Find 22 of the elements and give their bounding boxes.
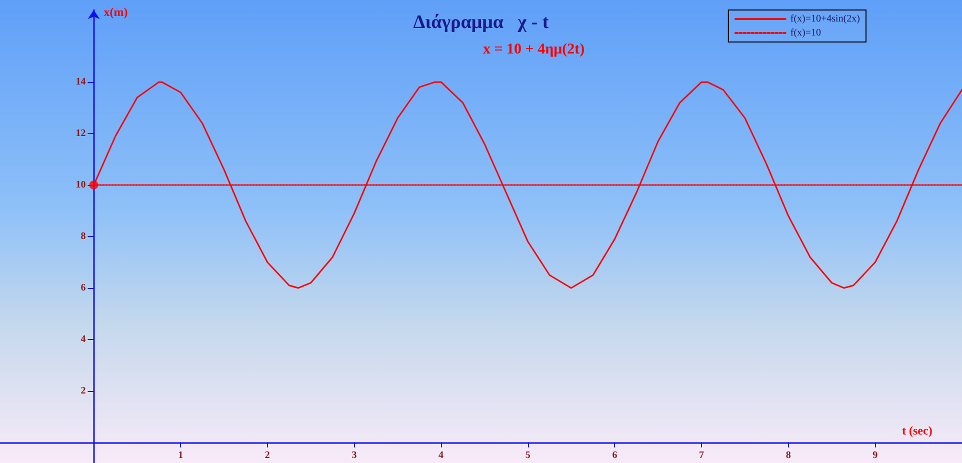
chart-title: Διάγραμμα χ - t (413, 12, 550, 33)
x-tick-label: 5 (525, 450, 530, 461)
y-tick-label: 4 (80, 334, 86, 345)
y-tick-label: 8 (80, 231, 86, 242)
y-tick-label: 2 (80, 385, 86, 396)
y-tick-label: 12 (76, 128, 86, 140)
x-tick-label: 1 (178, 450, 184, 461)
x-tick-label: 4 (438, 450, 444, 461)
y-axis-title: x(m) (104, 5, 128, 19)
x-tick-label: 9 (872, 450, 878, 461)
y-tick-label: 6 (80, 282, 86, 294)
x-axis-title: t (sec) (902, 423, 932, 438)
x-tick-label: 3 (352, 450, 357, 461)
legend-label: f(x)=10+4sin(2x) (790, 14, 860, 24)
legend-label: f(x)=10 (790, 28, 822, 38)
x-tick-label: 6 (612, 450, 618, 461)
x-tick-label: 7 (699, 450, 704, 461)
x-tick-label: 2 (264, 450, 270, 461)
y-tick-label: 10 (76, 180, 86, 191)
text: x = 10 + 4ημ(2t) (483, 42, 585, 58)
y-tick-label: 14 (76, 76, 86, 88)
x-tick-label: 8 (786, 450, 791, 461)
